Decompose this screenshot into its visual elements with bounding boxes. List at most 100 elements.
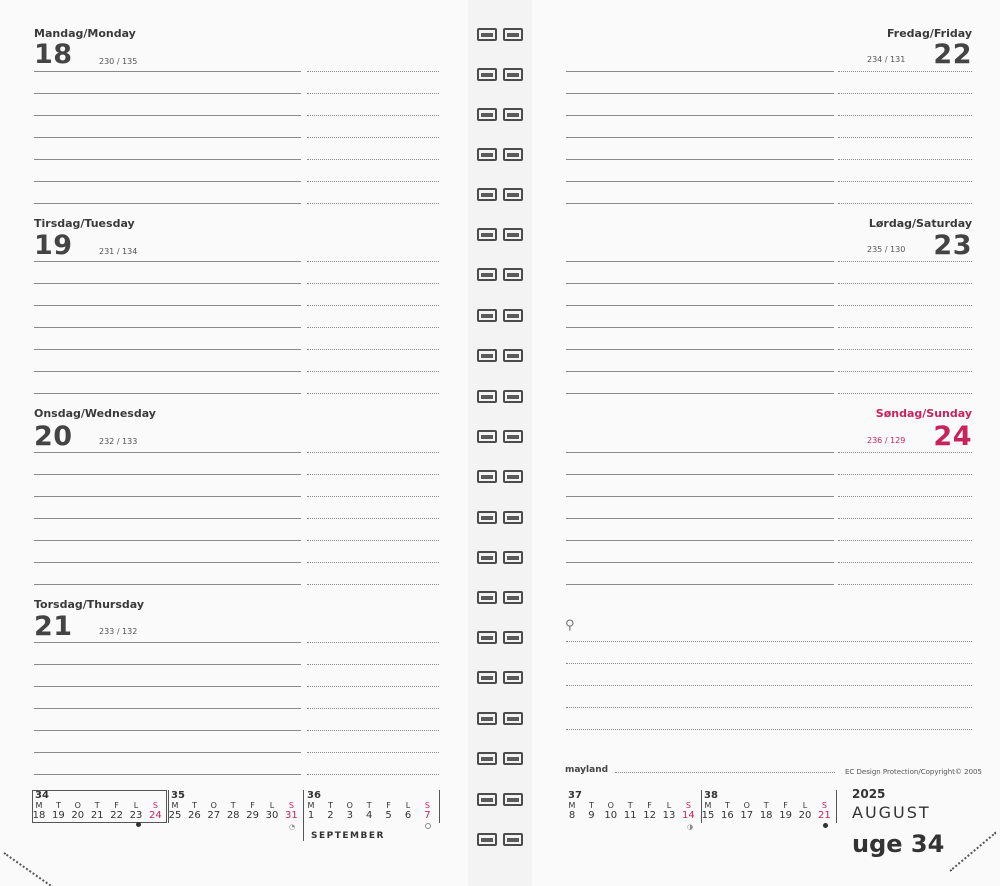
dotted-line: [307, 137, 439, 138]
writing-line: [34, 730, 301, 731]
writing-line: [566, 496, 834, 497]
current-week-dot: [136, 822, 141, 827]
year-label: 2025: [852, 787, 886, 801]
weekday-letter: M: [568, 801, 576, 810]
weekday-letter: F: [386, 801, 391, 810]
ring-loop: [503, 228, 523, 241]
ring-loop: [477, 188, 497, 201]
spiral-ring: [477, 430, 523, 443]
writing-line: [34, 393, 301, 394]
moon-phase-icon: ◔: [289, 823, 296, 831]
moon-phase-icon: ◑: [687, 823, 694, 831]
ring-loop: [477, 390, 497, 403]
weekday-letter: O: [743, 801, 750, 810]
ring-loop: [503, 793, 523, 806]
day-sequence-saturday: 235 / 130: [867, 245, 906, 254]
ring-loop: [503, 268, 523, 281]
month-label: AUGUST: [852, 803, 931, 822]
day-number-monday: 18: [34, 39, 73, 70]
calendar-day: 21: [90, 810, 104, 821]
dotted-line: [838, 452, 972, 453]
calendar-day: 11: [623, 810, 637, 821]
ring-loop: [477, 228, 497, 241]
spiral-ring: [477, 188, 523, 201]
spiral-ring: [477, 349, 523, 362]
new-moon-icon: [823, 823, 828, 828]
dotted-line: [307, 496, 439, 497]
writing-line: [34, 181, 301, 182]
writing-line: [34, 664, 301, 665]
writing-line: [34, 327, 301, 328]
calendar-day: 23: [129, 810, 143, 821]
spiral-ring: [477, 591, 523, 604]
dotted-line: [307, 730, 439, 731]
dotted-line: [307, 203, 439, 204]
ring-loop: [503, 591, 523, 604]
ring-loop: [477, 349, 497, 362]
writing-line: [566, 115, 834, 116]
writing-line: [34, 283, 301, 284]
dotted-line: [838, 261, 972, 262]
full-moon-icon: [425, 823, 431, 829]
ring-loop: [503, 712, 523, 725]
ring-loop: [477, 511, 497, 524]
ring-loop: [503, 631, 523, 644]
calendar-day: 25: [168, 810, 182, 821]
spiral-ring: [477, 28, 523, 41]
weekday-letter: L: [405, 801, 411, 810]
calendar-day: 27: [207, 810, 221, 821]
ring-loop: [477, 631, 497, 644]
writing-line: [34, 371, 301, 372]
weekday-letter: T: [327, 801, 333, 810]
weekday-letter: S: [821, 801, 827, 810]
calendar-day: 26: [188, 810, 201, 821]
dotted-line: [838, 474, 972, 475]
day-sequence-friday: 234 / 131: [867, 55, 906, 64]
writing-line: [34, 562, 301, 563]
dotted-line: [307, 371, 439, 372]
notes-line: [566, 729, 972, 730]
writing-line: [566, 371, 834, 372]
ring-loop: [477, 430, 497, 443]
day-name-wednesday: Onsdag/Wednesday: [34, 407, 156, 420]
dotted-line: [307, 181, 439, 182]
dotted-line: [307, 686, 439, 687]
weekday-letter: T: [191, 801, 197, 810]
notes-line: [566, 663, 972, 664]
writing-line: [34, 642, 301, 643]
day-number-wednesday: 20: [34, 421, 73, 452]
writing-line: [34, 93, 301, 94]
writing-line: [34, 708, 301, 709]
writing-line: [34, 261, 301, 262]
writing-line: [34, 496, 301, 497]
day-number-tuesday: 19: [34, 230, 73, 261]
dotted-line: [307, 752, 439, 753]
calendar-separator: [168, 790, 169, 823]
spiral-ring: [477, 148, 523, 161]
calendar-day: 1: [307, 810, 315, 821]
dotted-line: [838, 115, 972, 116]
ring-loop: [503, 148, 523, 161]
calendar-day: 31: [285, 810, 298, 821]
calendar-day: 28: [226, 810, 240, 821]
dotted-line: [838, 137, 972, 138]
ring-loop: [477, 309, 497, 322]
weekday-letter: T: [588, 801, 594, 810]
spiral-ring: [477, 752, 523, 765]
writing-line: [34, 540, 301, 541]
ring-loop: [503, 551, 523, 564]
dotted-line: [307, 159, 439, 160]
weekday-letter: T: [724, 801, 730, 810]
calendar-day: 14: [682, 810, 695, 821]
ring-loop: [477, 68, 497, 81]
ring-loop: [503, 430, 523, 443]
calendar-day: 19: [779, 810, 792, 821]
writing-line: [34, 752, 301, 753]
calendar-day: 29: [246, 810, 259, 821]
left-page: [0, 0, 468, 886]
week-number: 36: [307, 790, 321, 801]
week-number: 35: [171, 790, 185, 801]
weekday-letter: T: [366, 801, 372, 810]
calendar-day: 7: [424, 810, 431, 821]
week-number: 38: [704, 790, 718, 801]
